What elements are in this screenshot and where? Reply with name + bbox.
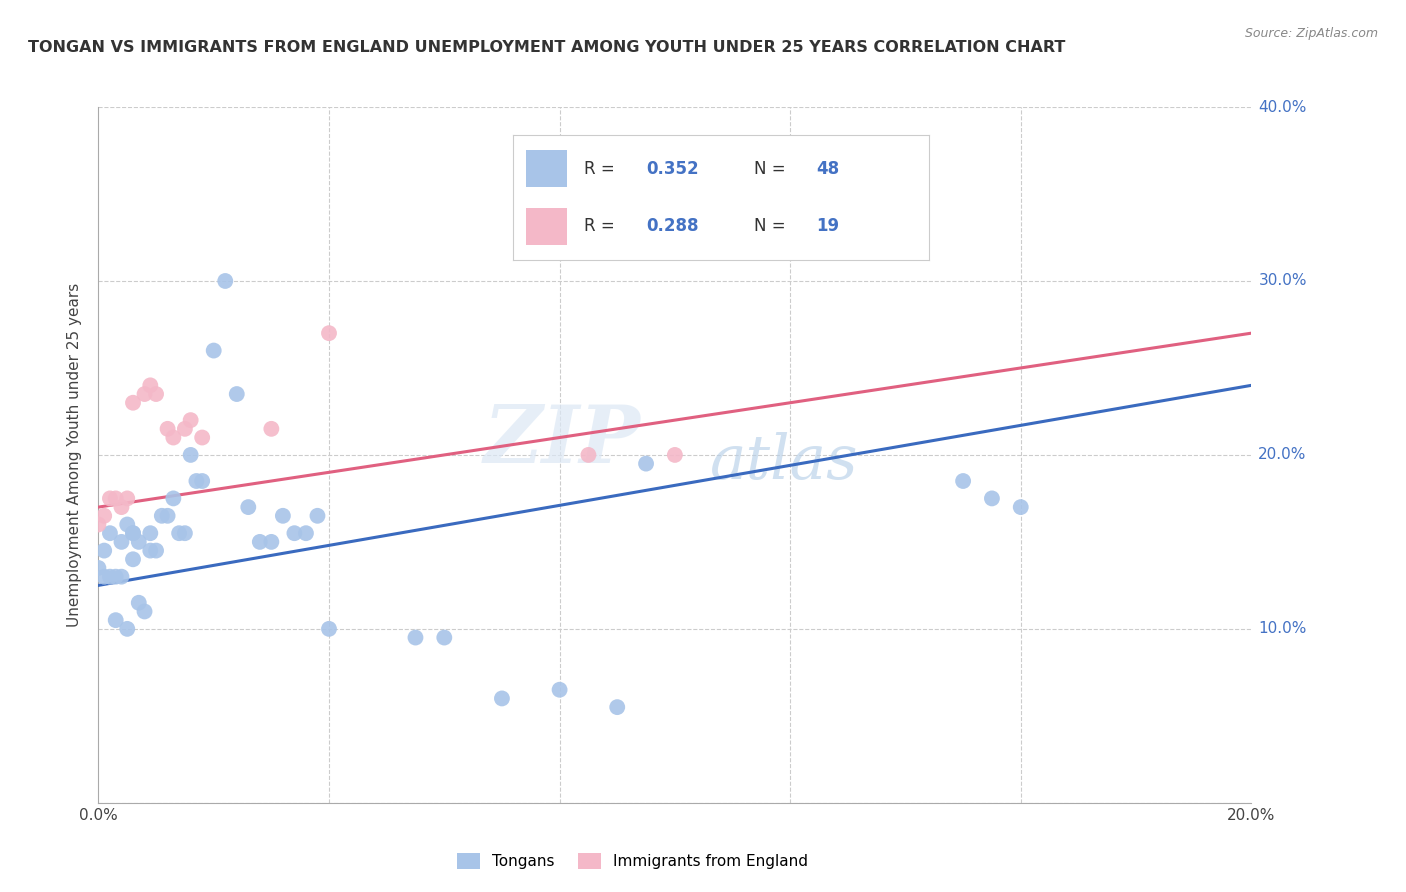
Point — [225, 387, 247, 401]
Point — [104, 613, 127, 627]
Point — [87, 561, 110, 575]
Point — [110, 500, 132, 514]
Point — [295, 526, 318, 541]
Point — [214, 274, 236, 288]
Point — [174, 526, 197, 541]
Point — [156, 508, 179, 523]
Point — [145, 543, 167, 558]
Point — [134, 605, 156, 619]
Point — [93, 543, 115, 558]
Point — [139, 543, 162, 558]
Point — [104, 491, 127, 506]
Text: ZIP: ZIP — [484, 402, 640, 480]
Point — [150, 508, 173, 523]
Point — [98, 526, 121, 541]
Point — [318, 622, 340, 636]
Text: 20.0%: 20.0% — [1258, 448, 1306, 462]
Point — [283, 526, 305, 541]
Point — [98, 491, 121, 506]
Point — [636, 457, 658, 471]
Point — [260, 422, 283, 436]
Point — [93, 570, 115, 584]
Point — [1010, 500, 1032, 514]
Point — [981, 491, 1004, 506]
Point — [249, 534, 271, 549]
Point — [433, 631, 456, 645]
Point — [98, 570, 121, 584]
Legend: Tongans, Immigrants from England: Tongans, Immigrants from England — [451, 847, 814, 875]
Point — [128, 596, 150, 610]
Text: TONGAN VS IMMIGRANTS FROM ENGLAND UNEMPLOYMENT AMONG YOUTH UNDER 25 YEARS CORREL: TONGAN VS IMMIGRANTS FROM ENGLAND UNEMPL… — [28, 40, 1066, 55]
Point — [548, 682, 571, 697]
Point — [180, 448, 202, 462]
Point — [128, 534, 150, 549]
Point — [952, 474, 974, 488]
Point — [405, 631, 427, 645]
Point — [122, 396, 145, 410]
Point — [110, 570, 132, 584]
Point — [139, 526, 162, 541]
Point — [117, 622, 139, 636]
Y-axis label: Unemployment Among Youth under 25 years: Unemployment Among Youth under 25 years — [67, 283, 83, 627]
Point — [117, 491, 139, 506]
Text: 40.0%: 40.0% — [1258, 100, 1306, 114]
Point — [117, 517, 139, 532]
Point — [145, 387, 167, 401]
Point — [93, 508, 115, 523]
Point — [191, 431, 214, 445]
Point — [191, 474, 214, 488]
Point — [87, 517, 110, 532]
Text: atlas: atlas — [710, 432, 858, 491]
Point — [318, 326, 340, 340]
Text: 30.0%: 30.0% — [1258, 274, 1306, 288]
Point — [122, 526, 145, 541]
Point — [174, 422, 197, 436]
Text: 10.0%: 10.0% — [1258, 622, 1306, 636]
Point — [260, 534, 283, 549]
Point — [202, 343, 225, 358]
Point — [578, 448, 600, 462]
Point — [122, 526, 145, 541]
Point — [162, 491, 184, 506]
Point — [271, 508, 294, 523]
Point — [307, 508, 329, 523]
Point — [134, 387, 156, 401]
Point — [167, 526, 190, 541]
Point — [186, 474, 208, 488]
Point — [606, 700, 628, 714]
Point — [104, 570, 127, 584]
Point — [162, 431, 184, 445]
Text: Source: ZipAtlas.com: Source: ZipAtlas.com — [1244, 27, 1378, 40]
Point — [664, 448, 686, 462]
Point — [180, 413, 202, 427]
Point — [156, 422, 179, 436]
Point — [122, 552, 145, 566]
Point — [238, 500, 260, 514]
Point — [139, 378, 162, 392]
Point — [110, 534, 132, 549]
Point — [491, 691, 513, 706]
